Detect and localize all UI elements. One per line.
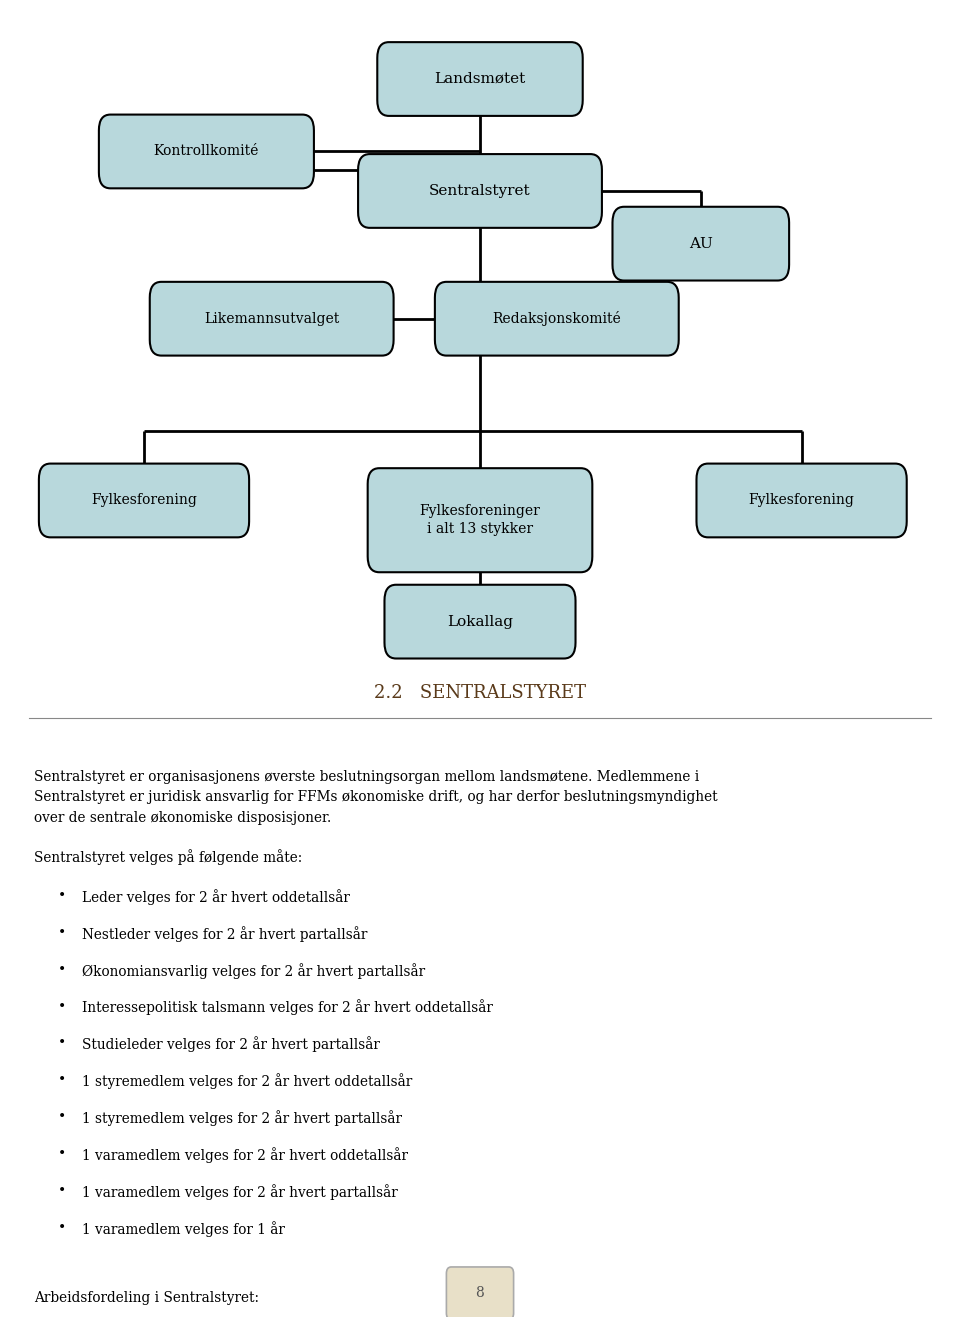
- Text: Fylkesforeninger
i alt 13 stykker: Fylkesforeninger i alt 13 stykker: [420, 504, 540, 536]
- Text: Redaksjonskomité: Redaksjonskomité: [492, 311, 621, 327]
- Text: 1 varamedlem velges for 2 år hvert partallsår: 1 varamedlem velges for 2 år hvert parta…: [82, 1184, 397, 1200]
- Text: •: •: [59, 1221, 66, 1235]
- Text: •: •: [59, 1110, 66, 1125]
- Text: Fylkesforening: Fylkesforening: [91, 494, 197, 507]
- Text: •: •: [59, 963, 66, 977]
- Text: Nestleder velges for 2 år hvert partallsår: Nestleder velges for 2 år hvert partalls…: [82, 926, 367, 942]
- Text: Lokallag: Lokallag: [447, 615, 513, 628]
- Text: Sentralstyret velges på følgende måte:: Sentralstyret velges på følgende måte:: [34, 849, 301, 865]
- FancyBboxPatch shape: [435, 282, 679, 356]
- Text: 8: 8: [475, 1287, 485, 1300]
- Text: 1 varamedlem velges for 2 år hvert oddetallsår: 1 varamedlem velges for 2 år hvert oddet…: [82, 1147, 408, 1163]
- Text: •: •: [59, 1147, 66, 1162]
- Text: Fylkesforening: Fylkesforening: [749, 494, 854, 507]
- Text: AU: AU: [689, 237, 712, 250]
- FancyBboxPatch shape: [446, 1267, 514, 1317]
- FancyBboxPatch shape: [38, 464, 250, 537]
- Text: •: •: [59, 889, 66, 903]
- FancyBboxPatch shape: [612, 207, 789, 281]
- Text: •: •: [59, 1000, 66, 1014]
- FancyBboxPatch shape: [99, 115, 314, 188]
- Text: Sentralstyret er organisasjonens øverste beslutningsorgan mellom landsmøtene. Me: Sentralstyret er organisasjonens øverste…: [34, 770, 717, 824]
- Text: •: •: [59, 1184, 66, 1198]
- Text: Kontrollkomité: Kontrollkomité: [154, 145, 259, 158]
- Text: Arbeidsfordeling i Sentralstyret:: Arbeidsfordeling i Sentralstyret:: [34, 1291, 258, 1305]
- FancyBboxPatch shape: [150, 282, 394, 356]
- Text: 2.2   SENTRALSTYRET: 2.2 SENTRALSTYRET: [374, 684, 586, 702]
- Text: Landsmøtet: Landsmøtet: [434, 72, 526, 86]
- Text: Interessepolitisk talsmann velges for 2 år hvert oddetallsår: Interessepolitisk talsmann velges for 2 …: [82, 1000, 492, 1015]
- Text: Økonomiansvarlig velges for 2 år hvert partallsår: Økonomiansvarlig velges for 2 år hvert p…: [82, 963, 424, 979]
- FancyBboxPatch shape: [358, 154, 602, 228]
- Text: 1 styremedlem velges for 2 år hvert partallsår: 1 styremedlem velges for 2 år hvert part…: [82, 1110, 401, 1126]
- Text: •: •: [59, 926, 66, 940]
- Text: •: •: [59, 1036, 66, 1051]
- Text: Leder velges for 2 år hvert oddetallsår: Leder velges for 2 år hvert oddetallsår: [82, 889, 349, 905]
- FancyBboxPatch shape: [696, 464, 906, 537]
- Text: 1 varamedlem velges for 1 år: 1 varamedlem velges for 1 år: [82, 1221, 284, 1237]
- FancyBboxPatch shape: [368, 469, 592, 572]
- Text: Studieleder velges for 2 år hvert partallsår: Studieleder velges for 2 år hvert partal…: [82, 1036, 379, 1052]
- Text: Sentralstyret: Sentralstyret: [429, 184, 531, 198]
- Text: Likemannsutvalget: Likemannsutvalget: [204, 312, 339, 325]
- FancyBboxPatch shape: [377, 42, 583, 116]
- Text: •: •: [59, 1073, 66, 1088]
- Text: 1 styremedlem velges for 2 år hvert oddetallsår: 1 styremedlem velges for 2 år hvert odde…: [82, 1073, 412, 1089]
- FancyBboxPatch shape: [384, 585, 575, 658]
